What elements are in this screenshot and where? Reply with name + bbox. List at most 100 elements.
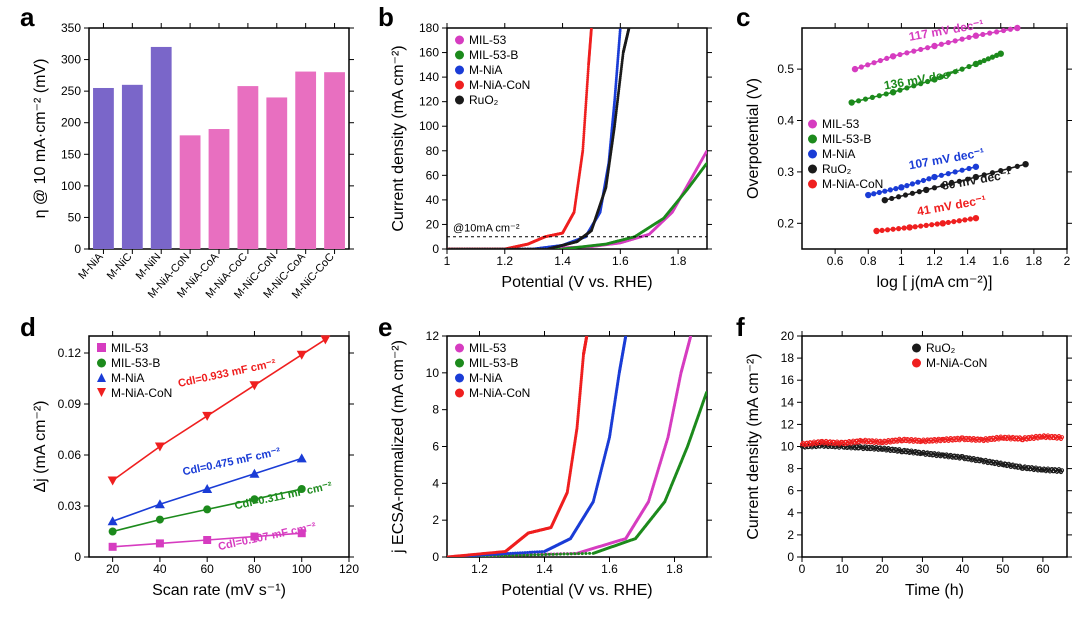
- svg-text:1.4: 1.4: [959, 254, 976, 268]
- svg-text:300: 300: [61, 53, 81, 67]
- svg-text:1.2: 1.2: [926, 254, 943, 268]
- svg-text:M-NiA: M-NiA: [469, 371, 502, 385]
- svg-text:M-NiA-CoN: M-NiA-CoN: [111, 386, 172, 400]
- panel-a-bar-chart: 050100150200250300350M-NiAM-NiCM-NiNM-Ni…: [27, 10, 357, 305]
- svg-text:80 mV dec⁻¹: 80 mV dec⁻¹: [941, 167, 1012, 193]
- svg-text:2: 2: [787, 528, 794, 542]
- svg-text:80: 80: [248, 562, 262, 576]
- svg-text:60: 60: [201, 562, 215, 576]
- svg-text:120: 120: [339, 562, 359, 576]
- svg-text:1.6: 1.6: [992, 254, 1009, 268]
- svg-text:4: 4: [432, 476, 439, 490]
- svg-text:20: 20: [781, 329, 795, 343]
- svg-text:1.6: 1.6: [612, 254, 629, 268]
- svg-text:0.6: 0.6: [827, 254, 844, 268]
- svg-text:M-NiA-CoN: M-NiA-CoN: [926, 356, 987, 370]
- svg-text:10: 10: [426, 366, 440, 380]
- svg-text:0.09: 0.09: [58, 397, 82, 411]
- svg-text:117 mV dec⁻¹: 117 mV dec⁻¹: [908, 17, 985, 44]
- svg-text:Potential (V vs. RHE): Potential (V vs. RHE): [501, 582, 652, 599]
- svg-text:0: 0: [799, 562, 806, 576]
- svg-text:8: 8: [787, 462, 794, 476]
- svg-text:2: 2: [1064, 254, 1071, 268]
- svg-text:20: 20: [876, 562, 890, 576]
- svg-text:j ECSA-normalized (mA cm⁻²): j ECSA-normalized (mA cm⁻²): [390, 340, 407, 554]
- svg-text:20: 20: [106, 562, 120, 576]
- svg-text:M-NiC: M-NiC: [105, 251, 135, 282]
- svg-text:MIL-53-B: MIL-53-B: [469, 48, 518, 62]
- svg-text:60: 60: [426, 168, 440, 182]
- svg-text:100: 100: [419, 119, 439, 133]
- svg-text:0.03: 0.03: [58, 499, 82, 513]
- svg-text:20: 20: [426, 217, 440, 231]
- svg-text:Potential (V vs. RHE): Potential (V vs. RHE): [501, 274, 652, 291]
- svg-text:Current density (mA cm⁻²): Current density (mA cm⁻²): [390, 45, 407, 231]
- svg-text:12: 12: [426, 329, 440, 343]
- svg-text:12: 12: [781, 417, 795, 431]
- svg-text:1.2: 1.2: [471, 562, 488, 576]
- svg-text:0.12: 0.12: [58, 346, 82, 360]
- svg-text:4: 4: [787, 506, 794, 520]
- svg-text:40: 40: [426, 193, 440, 207]
- svg-text:M-NiA: M-NiA: [822, 147, 855, 161]
- svg-text:M-NiA-CoN: M-NiA-CoN: [469, 78, 530, 92]
- svg-text:10: 10: [835, 562, 849, 576]
- svg-text:30: 30: [916, 562, 930, 576]
- svg-text:0: 0: [432, 550, 439, 564]
- svg-text:0.2: 0.2: [777, 216, 794, 230]
- svg-text:16: 16: [781, 373, 795, 387]
- svg-text:MIL-53: MIL-53: [469, 33, 507, 47]
- svg-text:RuO₂: RuO₂: [822, 162, 852, 176]
- panel-c-tafel-chart: 0.20.30.40.50.60.811.21.41.61.82log [ j(…: [740, 10, 1075, 305]
- svg-text:50: 50: [996, 562, 1010, 576]
- figure-grid: { "colors": { "magenta": "#d63cc0", "gre…: [0, 0, 1080, 621]
- svg-text:1: 1: [444, 254, 451, 268]
- svg-text:150: 150: [61, 147, 81, 161]
- svg-text:Current density (mA cm⁻²): Current density (mA cm⁻²): [745, 353, 762, 539]
- svg-text:0: 0: [787, 550, 794, 564]
- svg-text:2: 2: [432, 513, 439, 527]
- svg-text:MIL-53-B: MIL-53-B: [469, 356, 518, 370]
- svg-text:η @ 10 mA·cm⁻² (mV): η @ 10 mA·cm⁻² (mV): [32, 59, 49, 219]
- svg-text:Δj (mA cm⁻²): Δj (mA cm⁻²): [32, 400, 49, 492]
- svg-text:1: 1: [898, 254, 905, 268]
- svg-text:6: 6: [432, 440, 439, 454]
- svg-text:M-NiA-CoN: M-NiA-CoN: [469, 386, 530, 400]
- svg-text:60: 60: [1036, 562, 1050, 576]
- svg-text:50: 50: [68, 210, 82, 224]
- svg-text:Time (h): Time (h): [905, 582, 964, 599]
- svg-text:@10mA cm⁻²: @10mA cm⁻²: [453, 223, 520, 235]
- svg-text:MIL-53: MIL-53: [822, 117, 860, 131]
- svg-text:MIL-53-B: MIL-53-B: [111, 356, 160, 370]
- svg-text:MIL-53: MIL-53: [111, 341, 149, 355]
- svg-text:41 mV dec⁻¹: 41 mV dec⁻¹: [916, 193, 987, 219]
- svg-text:80: 80: [426, 144, 440, 158]
- svg-text:log [ j(mA cm⁻²)]: log [ j(mA cm⁻²)]: [876, 274, 992, 291]
- svg-text:1.8: 1.8: [666, 562, 683, 576]
- svg-text:200: 200: [61, 116, 81, 130]
- svg-text:18: 18: [781, 351, 795, 365]
- svg-text:0: 0: [74, 550, 81, 564]
- svg-text:160: 160: [419, 46, 439, 60]
- svg-text:136 mV dec⁻¹: 136 mV dec⁻¹: [883, 66, 961, 93]
- svg-text:350: 350: [61, 21, 81, 35]
- svg-text:8: 8: [432, 403, 439, 417]
- svg-text:M-NiA-CoN: M-NiA-CoN: [822, 177, 883, 191]
- svg-text:180: 180: [419, 21, 439, 35]
- svg-text:140: 140: [419, 70, 439, 84]
- svg-text:1.4: 1.4: [554, 254, 571, 268]
- svg-text:Scan rate (mV s⁻¹): Scan rate (mV s⁻¹): [152, 582, 286, 599]
- svg-text:Cdl=0.933 mF cm⁻²: Cdl=0.933 mF cm⁻²: [177, 357, 277, 390]
- svg-text:Cdl=0.475 mF cm⁻²: Cdl=0.475 mF cm⁻²: [182, 446, 282, 479]
- svg-text:0.8: 0.8: [860, 254, 877, 268]
- panel-b-lsv-chart: 02040608010012014016018011.21.41.61.8Pot…: [385, 10, 715, 305]
- svg-text:100: 100: [292, 562, 312, 576]
- svg-text:1.8: 1.8: [1026, 254, 1043, 268]
- svg-text:120: 120: [419, 95, 439, 109]
- svg-text:M-NiA: M-NiA: [111, 371, 144, 385]
- panel-f-stability-chart: 024681012141618200102030405060Time (h)Cu…: [740, 318, 1075, 613]
- svg-text:0.06: 0.06: [58, 448, 82, 462]
- svg-text:0.4: 0.4: [777, 114, 794, 128]
- svg-text:MIL-53: MIL-53: [469, 341, 507, 355]
- svg-text:0: 0: [74, 242, 81, 256]
